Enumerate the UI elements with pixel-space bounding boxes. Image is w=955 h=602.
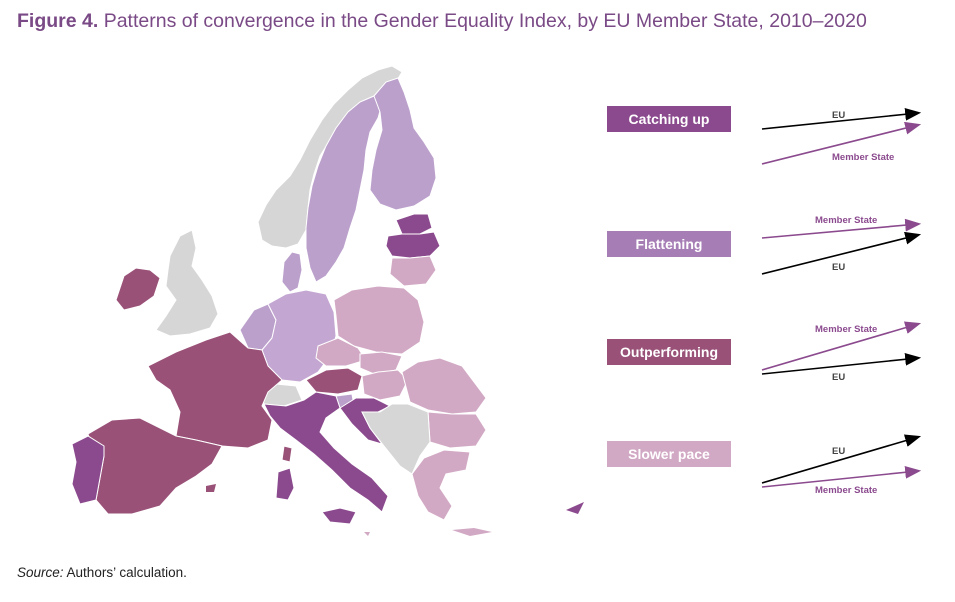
catching-up-ms-arrow bbox=[761, 121, 922, 165]
map-region-greece bbox=[411, 449, 471, 521]
outperforming-eu-label: EU bbox=[832, 372, 845, 383]
map-region-sweden bbox=[305, 95, 383, 283]
legend-catching-up: Catching up bbox=[607, 106, 731, 132]
legend-slower-pace-label: Slower pace bbox=[628, 446, 710, 462]
source-label: Source: bbox=[17, 565, 64, 580]
map-region-balkans bbox=[361, 403, 431, 475]
catching-up-ms-label: Member State bbox=[832, 152, 894, 163]
catching-up-eu-arrow bbox=[761, 107, 922, 130]
map-region-romania bbox=[401, 357, 487, 415]
catching-up-eu-label: EU bbox=[832, 110, 845, 121]
map-region-denmark bbox=[281, 251, 303, 293]
map-region-poland bbox=[333, 285, 425, 355]
outperforming-ms-label: Member State bbox=[815, 324, 877, 335]
map-region-sicily bbox=[321, 507, 357, 525]
source-note: Source: Authors’ calculation. bbox=[17, 565, 187, 580]
map-region-cyprus bbox=[566, 502, 584, 514]
map-region-malta bbox=[364, 532, 370, 536]
map-region-corsica bbox=[281, 445, 293, 463]
slower-pace-eu-arrow bbox=[761, 434, 922, 484]
legend-flattening: Flattening bbox=[607, 231, 731, 257]
map-region-hungary bbox=[361, 369, 409, 401]
map-region-czechia bbox=[315, 337, 367, 367]
map-region-finland bbox=[369, 77, 437, 211]
map-region-latvia bbox=[385, 231, 441, 259]
slower-pace-ms-label: Member State bbox=[815, 485, 877, 496]
legend-flattening-label: Flattening bbox=[635, 236, 703, 252]
legend-catching-up-label: Catching up bbox=[628, 111, 710, 127]
source-text: Authors’ calculation. bbox=[66, 565, 187, 580]
map-region-crete bbox=[452, 528, 492, 536]
map-region-lithuania bbox=[389, 255, 437, 287]
legend-outperforming: Outperforming bbox=[607, 339, 731, 365]
flattening-ms-arrow bbox=[761, 218, 922, 239]
map-region-sardinia bbox=[275, 467, 295, 501]
flattening-eu-label: EU bbox=[832, 262, 845, 273]
flattening-ms-label: Member State bbox=[815, 215, 877, 226]
map-region-france bbox=[147, 331, 283, 449]
map-region-balearics bbox=[206, 484, 216, 492]
figure-title-text: Patterns of convergence in the Gender Eq… bbox=[103, 10, 867, 32]
slower-pace-ms-arrow bbox=[761, 465, 922, 488]
legend-outperforming-label: Outperforming bbox=[620, 344, 718, 360]
flattening-eu-arrow bbox=[761, 231, 922, 275]
map-region-ireland bbox=[115, 267, 161, 311]
outperforming-eu-arrow bbox=[761, 352, 922, 375]
legend-slower-pace: Slower pace bbox=[607, 441, 731, 467]
map-region-uk bbox=[155, 229, 219, 337]
map-region-bulgaria bbox=[427, 411, 487, 449]
figure-title: Figure 4. Patterns of convergence in the… bbox=[17, 10, 867, 33]
outperforming-ms-arrow bbox=[761, 321, 922, 371]
figure-number: Figure 4. bbox=[17, 10, 99, 32]
map-region-portugal bbox=[71, 435, 105, 505]
slower-pace-eu-label: EU bbox=[832, 446, 845, 457]
map-region-italy bbox=[263, 391, 389, 513]
